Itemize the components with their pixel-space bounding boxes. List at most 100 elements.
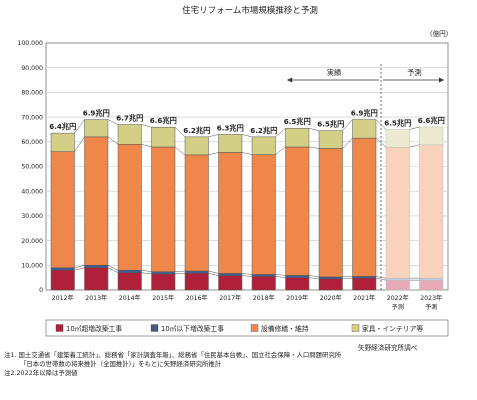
legend-box xyxy=(45,319,449,337)
bar-segment xyxy=(385,129,410,148)
total-label: 6.9兆円 xyxy=(83,109,110,118)
x-tick-sublabel: 予測 xyxy=(392,303,404,311)
bar-segment xyxy=(251,276,276,291)
y-tick-label: 30,000 xyxy=(21,213,43,220)
bar-segment xyxy=(218,152,243,274)
y-tick-label: 70,000 xyxy=(21,114,43,121)
bar-segment xyxy=(50,267,75,271)
connector-line xyxy=(342,119,353,131)
bar-segment xyxy=(184,136,209,156)
legend-label: 設備修繕・維持 xyxy=(261,324,309,333)
connector-line xyxy=(141,269,152,272)
bar-segment xyxy=(84,265,109,269)
bar-segment xyxy=(385,146,410,279)
x-tick-label: 2020年 xyxy=(320,294,342,302)
x-tick-label: 2014年 xyxy=(119,294,141,302)
connector-line xyxy=(141,124,152,128)
bar-segment xyxy=(352,119,377,139)
total-label: 6.5兆円 xyxy=(284,117,311,126)
total-label: 6.2兆円 xyxy=(183,126,210,135)
connector-line xyxy=(174,270,186,272)
bar-segment xyxy=(184,154,209,272)
x-tick-label: 2019年 xyxy=(286,294,308,302)
connector-line xyxy=(107,265,119,271)
connector-line xyxy=(241,275,253,277)
bar-segment xyxy=(84,267,109,291)
connector-line xyxy=(74,267,85,271)
bar-segment xyxy=(50,132,75,152)
bar-segment xyxy=(50,151,75,269)
bar-segment xyxy=(117,124,142,145)
bar-segment xyxy=(285,275,310,278)
y-tick-label: 80,000 xyxy=(21,90,43,97)
connector-line xyxy=(375,277,387,281)
x-tick-label: 2021年 xyxy=(353,294,375,302)
bar-segment xyxy=(218,273,243,276)
bar-segment xyxy=(84,136,109,266)
y-tick-label: 60,000 xyxy=(21,139,43,146)
actual-period-label: 実績 xyxy=(327,68,341,77)
bar-segment xyxy=(218,275,243,291)
total-label: 6.9兆円 xyxy=(351,109,378,118)
forecast-period-label: 予測 xyxy=(407,68,421,77)
unit-label: （億円） xyxy=(426,29,452,38)
bar-segment xyxy=(251,136,276,155)
connector-line xyxy=(342,277,353,280)
bar-segment xyxy=(117,269,142,273)
connector-line xyxy=(275,274,286,276)
connector-line xyxy=(107,119,119,125)
bar-segment xyxy=(251,154,276,275)
bar-segment xyxy=(184,270,209,274)
bar-segment xyxy=(218,134,243,153)
connector-line xyxy=(241,152,253,155)
x-tick-label: 2016年 xyxy=(186,294,208,302)
bar-segment xyxy=(352,276,377,279)
y-tick-label: 50,000 xyxy=(21,164,43,171)
connector-line xyxy=(275,146,286,155)
connector-line xyxy=(208,152,219,156)
connector-line xyxy=(174,127,186,138)
bar-segment xyxy=(419,144,444,279)
footnote-1: 注1. 国土交通省「建築着工統計」、総務省「家計調査年報」、総務省「住民基本台帳… xyxy=(4,351,342,359)
connector-line xyxy=(308,127,320,131)
total-label: 6.6兆円 xyxy=(150,116,177,125)
total-label: 6.5兆円 xyxy=(384,118,411,127)
x-tick-label: 2017年 xyxy=(219,294,241,302)
connector-line xyxy=(74,119,85,134)
connector-line xyxy=(107,267,119,273)
bar-segment xyxy=(385,277,410,281)
total-label: 6.6兆円 xyxy=(418,116,445,125)
connector-line xyxy=(241,134,253,138)
y-tick-label: 20,000 xyxy=(21,238,43,245)
connector-line xyxy=(409,126,420,130)
x-tick-label: 2013年 xyxy=(85,294,107,302)
y-tick-label: 40,000 xyxy=(21,188,43,195)
connector-line xyxy=(174,146,186,156)
connector-line xyxy=(308,277,320,280)
connector-line xyxy=(208,270,219,274)
bar-segment xyxy=(84,119,109,138)
bar-segment xyxy=(419,126,444,146)
bar-segment xyxy=(285,146,310,276)
footnotes: 注1. 国土交通省「建築着工統計」、総務省「家計調査年報」、総務省「住民基本台帳… xyxy=(4,351,341,378)
connector-line xyxy=(342,137,353,149)
x-tick-label: 2012年 xyxy=(52,294,74,302)
total-label: 6.7兆円 xyxy=(116,114,143,123)
bar-segment xyxy=(318,130,343,149)
connector-line xyxy=(275,128,286,138)
y-tick-label: 0 xyxy=(39,287,43,294)
footnote-2: 「日本の世帯数の将来推計（全国推計）」をもとに矢野経済研究所推計 xyxy=(20,360,222,368)
bar-segment xyxy=(352,277,377,291)
bar-segment xyxy=(285,127,310,148)
chart-title: 住宅リフォーム市場規模推移と予測 xyxy=(182,5,318,16)
connector-line xyxy=(141,272,152,275)
legend-swatch xyxy=(150,324,159,332)
bar-segment xyxy=(318,278,343,291)
bar-segment xyxy=(318,148,343,278)
legend-swatch xyxy=(55,324,64,332)
legend-label: 10㎡超増改築工事 xyxy=(66,324,122,333)
bar-segment xyxy=(285,277,310,291)
legend-swatch xyxy=(250,324,259,332)
